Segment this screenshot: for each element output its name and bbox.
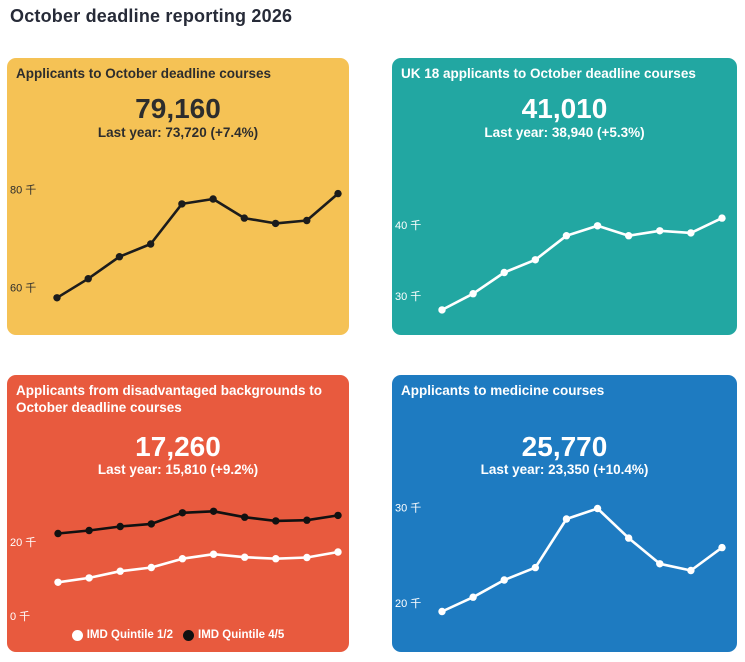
card-title: Applicants from disadvantaged background… xyxy=(16,383,323,415)
last-year-comparison: Last year: 38,940 (+5.3%) xyxy=(484,125,645,140)
card-title: UK 18 applicants to October deadline cou… xyxy=(401,66,696,81)
headline-value: 17,260 xyxy=(135,431,221,462)
card-medicine-applicants: 30 千 20 千 Applicants to medicine courses … xyxy=(392,375,737,652)
card-title: Applicants to October deadline courses xyxy=(16,66,272,81)
card-disadvantaged-applicants: 20 千 0 千 Applicants from disadvantaged ba… xyxy=(7,375,349,652)
svg-text:30 千: 30 千 xyxy=(395,502,421,515)
page-title: October deadline reporting 2026 xyxy=(10,6,293,26)
svg-text:80 千: 80 千 xyxy=(10,184,36,197)
headline-value: 25,770 xyxy=(521,431,608,462)
svg-text:0 千: 0 千 xyxy=(10,610,30,623)
legend-dot-imd-quintile-1-2 xyxy=(71,629,83,641)
medicine-applicants-line-chart: 30 千 20 千 xyxy=(395,502,726,616)
svg-text:40 千: 40 千 xyxy=(395,219,421,232)
chart-legend: IMD Quintile 1/2 IMD Quintile 4/5 xyxy=(7,629,349,641)
last-year-comparison: Last year: 73,720 (+7.4%) xyxy=(97,125,259,140)
october-applicants-line-chart: 80 千 60 千 xyxy=(10,184,342,302)
uk18-applicants-line-chart: 40 千 30 千 xyxy=(395,214,726,314)
svg-text:20 千: 20 千 xyxy=(395,597,421,610)
last-year-comparison: Last year: 15,810 (+9.2%) xyxy=(97,462,259,477)
card-title: Applicants to medicine courses xyxy=(401,383,605,398)
svg-text:20 千: 20 千 xyxy=(10,536,36,549)
legend-label: IMD Quintile 4/5 xyxy=(198,629,285,641)
legend-label: IMD Quintile 1/2 xyxy=(86,629,173,641)
svg-text:30 千: 30 千 xyxy=(395,290,421,303)
legend-item-imd-quintile-1-2: IMD Quintile 1/2 xyxy=(71,629,173,641)
legend-item-imd-quintile-4-5: IMD Quintile 4/5 xyxy=(183,629,284,641)
headline-value: 79,160 xyxy=(135,93,221,124)
legend-dot-imd-quintile-4-5 xyxy=(183,629,194,641)
card-october-deadline-applicants: 80 千 60 千 Applicants to October deadline … xyxy=(7,58,349,335)
svg-text:60 千: 60 千 xyxy=(10,282,36,295)
card-uk18-applicants: 40 千 30 千 UK 18 applicants to October dea… xyxy=(392,58,737,335)
headline-value: 41,010 xyxy=(521,93,608,124)
last-year-comparison: Last year: 23,350 (+10.4%) xyxy=(480,462,649,477)
disadvantaged-applicants-line-chart: 20 千 0 千 xyxy=(10,507,342,623)
